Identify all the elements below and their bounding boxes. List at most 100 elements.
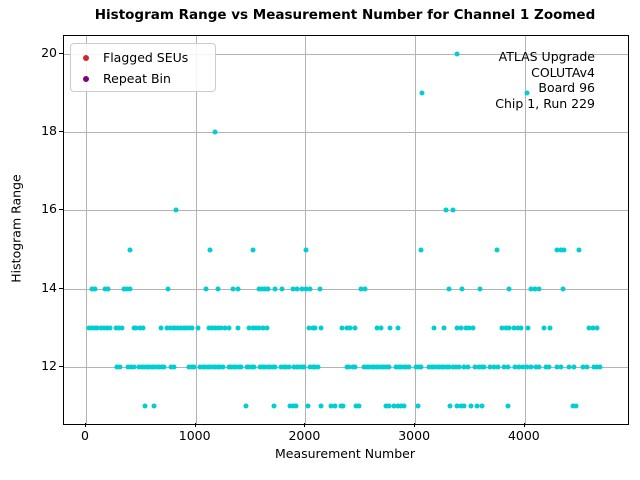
scatter-point xyxy=(102,286,108,292)
scatter-point xyxy=(246,325,252,331)
scatter-point xyxy=(235,325,241,331)
scatter-point xyxy=(296,364,302,370)
scatter-point xyxy=(415,403,421,409)
scatter-point xyxy=(264,325,270,331)
scatter-point xyxy=(183,325,189,331)
scatter-point xyxy=(378,325,384,331)
annotation-line: Chip 1, Run 229 xyxy=(495,95,595,111)
scatter-point xyxy=(353,403,359,409)
scatter-point xyxy=(131,325,137,331)
y-tick-label: 16 xyxy=(41,201,57,217)
scatter-point xyxy=(466,325,472,331)
scatter-point xyxy=(447,403,453,409)
scatter-point xyxy=(168,364,174,370)
scatter-point xyxy=(315,364,321,370)
scatter-point xyxy=(441,325,447,331)
scatter-point xyxy=(164,325,170,331)
x-gridline xyxy=(195,36,197,424)
scatter-point xyxy=(235,286,241,292)
scatter-point xyxy=(465,364,471,370)
scatter-point xyxy=(318,403,324,409)
scatter-point xyxy=(205,364,211,370)
x-tick-mark xyxy=(304,423,306,427)
scatter-point xyxy=(499,325,505,331)
scatter-point xyxy=(393,364,399,370)
scatter-point xyxy=(454,51,460,57)
scatter-point xyxy=(558,364,564,370)
scatter-point xyxy=(418,364,424,370)
scatter-point xyxy=(536,364,542,370)
scatter-point xyxy=(222,325,228,331)
scatter-point xyxy=(272,286,278,292)
scatter-point xyxy=(468,403,474,409)
scatter-point xyxy=(458,403,464,409)
scatter-point xyxy=(121,286,127,292)
scatter-point xyxy=(525,325,531,331)
scatter-point xyxy=(346,364,352,370)
scatter-point xyxy=(505,364,511,370)
scatter-point xyxy=(501,364,507,370)
scatter-point xyxy=(536,286,542,292)
scatter-point xyxy=(136,364,142,370)
scatter-point xyxy=(161,364,167,370)
scatter-point xyxy=(518,325,524,331)
y-tick-label: 14 xyxy=(41,279,57,295)
legend-label: Repeat Bin xyxy=(103,71,171,86)
scatter-point xyxy=(594,325,600,331)
scatter-point xyxy=(114,364,120,370)
scatter-point xyxy=(279,286,285,292)
scatter-point xyxy=(212,129,218,135)
scatter-point xyxy=(470,325,476,331)
scatter-point xyxy=(332,403,338,409)
scatter-point xyxy=(590,325,596,331)
scatter-point xyxy=(92,286,98,292)
scatter-point xyxy=(558,247,564,253)
scatter-point xyxy=(418,247,424,253)
y-tick-label: 12 xyxy=(41,358,57,374)
scatter-point xyxy=(238,364,244,370)
scatter-point xyxy=(151,364,157,370)
x-tick-label: 0 xyxy=(80,428,89,443)
scatter-point xyxy=(487,364,493,370)
scatter-point xyxy=(215,364,221,370)
scatter-point xyxy=(456,364,462,370)
scatter-point xyxy=(463,325,469,331)
scatter-point xyxy=(207,247,213,253)
scatter-point xyxy=(459,286,465,292)
scatter-point xyxy=(303,286,309,292)
scatter-point xyxy=(127,286,133,292)
scatter-point xyxy=(406,364,412,370)
scatter-point xyxy=(376,364,382,370)
annotation-line: Board 96 xyxy=(538,80,595,95)
scatter-point xyxy=(200,364,206,370)
scatter-point xyxy=(210,364,216,370)
scatter-point xyxy=(554,364,560,370)
scatter-point xyxy=(312,325,318,331)
scatter-point xyxy=(383,403,388,409)
scatter-point xyxy=(441,364,447,370)
y-gridline xyxy=(64,210,628,212)
scatter-point xyxy=(339,325,345,331)
scatter-point xyxy=(431,364,437,370)
scatter-point xyxy=(436,364,442,370)
scatter-point xyxy=(209,325,215,331)
scatter-point xyxy=(191,364,197,370)
scatter-point xyxy=(89,286,95,292)
scatter-point xyxy=(310,325,316,331)
scatter-point xyxy=(461,364,467,370)
chart-title: Histogram Range vs Measurement Number fo… xyxy=(94,7,596,23)
legend-entry: Flagged SEUs xyxy=(71,47,215,68)
scatter-point xyxy=(243,403,249,409)
scatter-point xyxy=(386,364,392,370)
scatter-point xyxy=(474,403,480,409)
scatter-point xyxy=(481,364,487,370)
x-tick-label: 3000 xyxy=(398,428,431,443)
scatter-point xyxy=(358,286,364,292)
scatter-point xyxy=(181,325,187,331)
legend-entry: Repeat Bin xyxy=(71,68,215,89)
scatter-point xyxy=(516,364,522,370)
scatter-point xyxy=(246,364,252,370)
scatter-point xyxy=(344,325,350,331)
scatter-point xyxy=(142,403,148,409)
scatter-point xyxy=(151,403,157,409)
